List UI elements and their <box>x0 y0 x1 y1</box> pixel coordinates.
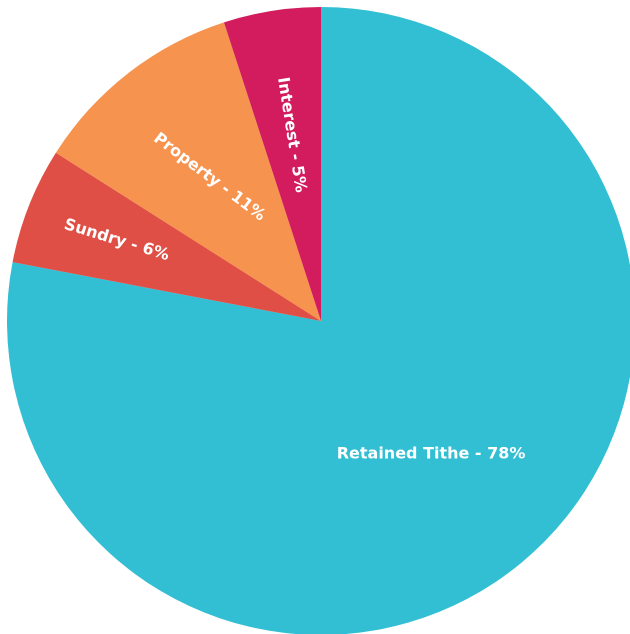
pie-slice-0 <box>6 7 630 634</box>
pie-label-0: Retained Tithe - 78% <box>337 444 526 463</box>
pie-slice-3 <box>223 7 321 321</box>
pie-slices <box>6 7 630 634</box>
pie-slice-2 <box>55 22 321 322</box>
pie-slice-1 <box>12 152 322 321</box>
